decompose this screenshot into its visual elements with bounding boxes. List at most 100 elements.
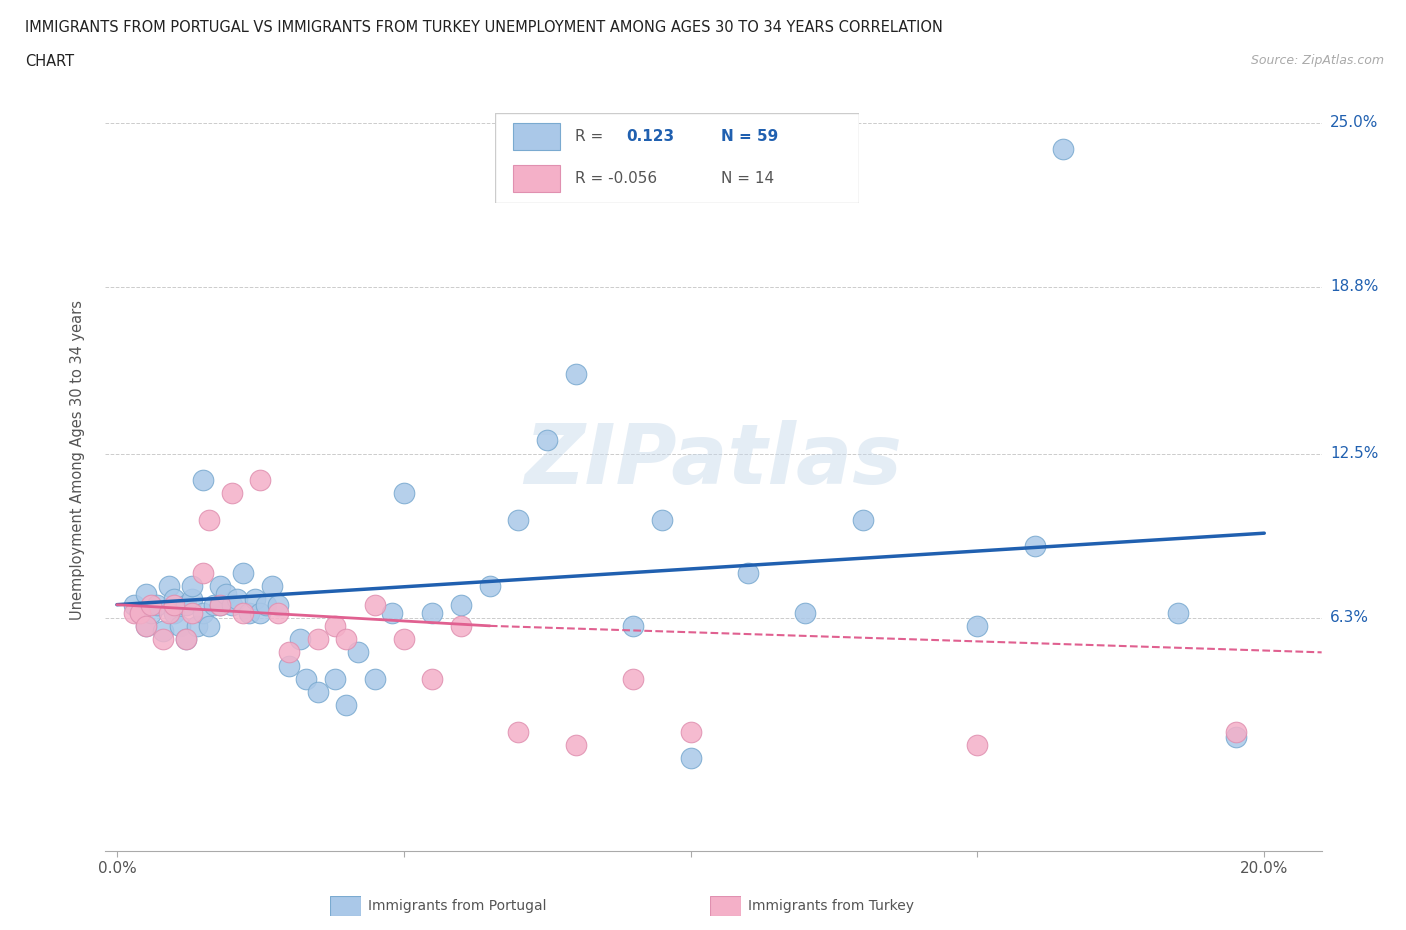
Point bbox=[209, 597, 232, 612]
Point bbox=[536, 433, 558, 448]
Point bbox=[180, 591, 202, 606]
Point bbox=[364, 597, 387, 612]
Point bbox=[128, 605, 150, 620]
Y-axis label: Unemployment Among Ages 30 to 34 years: Unemployment Among Ages 30 to 34 years bbox=[70, 300, 84, 620]
Point bbox=[122, 597, 145, 612]
Point bbox=[163, 605, 186, 620]
Point bbox=[249, 605, 271, 620]
Point bbox=[737, 565, 759, 580]
Point bbox=[174, 631, 197, 646]
Point bbox=[243, 591, 266, 606]
Point bbox=[266, 605, 288, 620]
Point bbox=[508, 724, 530, 739]
Point bbox=[163, 591, 186, 606]
Point bbox=[169, 618, 191, 633]
Point bbox=[347, 644, 370, 659]
Text: 6.3%: 6.3% bbox=[1330, 610, 1369, 625]
Point bbox=[152, 631, 174, 646]
Point bbox=[191, 565, 214, 580]
Text: CHART: CHART bbox=[25, 54, 75, 69]
Point bbox=[266, 597, 288, 612]
Point bbox=[141, 597, 163, 612]
Point bbox=[508, 512, 530, 527]
Point bbox=[191, 605, 214, 620]
Point bbox=[450, 597, 472, 612]
Point bbox=[254, 597, 277, 612]
Point bbox=[307, 684, 329, 699]
Point bbox=[565, 737, 588, 752]
Point bbox=[621, 671, 644, 686]
Point bbox=[565, 366, 588, 381]
Point bbox=[209, 597, 232, 612]
Text: Source: ZipAtlas.com: Source: ZipAtlas.com bbox=[1250, 54, 1384, 67]
Point bbox=[392, 631, 415, 646]
Point bbox=[197, 618, 219, 633]
Point bbox=[141, 605, 163, 620]
Point bbox=[157, 578, 180, 593]
Point bbox=[392, 486, 415, 501]
Point bbox=[1225, 730, 1247, 745]
Point bbox=[323, 618, 346, 633]
Point bbox=[1225, 724, 1247, 739]
Point bbox=[163, 597, 186, 612]
Point bbox=[323, 671, 346, 686]
Point bbox=[679, 724, 702, 739]
Point bbox=[335, 631, 357, 646]
Point bbox=[1052, 141, 1074, 156]
FancyBboxPatch shape bbox=[495, 113, 859, 203]
Point bbox=[135, 618, 157, 633]
Point bbox=[651, 512, 673, 527]
Point bbox=[679, 751, 702, 765]
Point bbox=[335, 698, 357, 712]
Point bbox=[249, 472, 271, 487]
Point bbox=[307, 631, 329, 646]
Point bbox=[174, 631, 197, 646]
Point bbox=[122, 605, 145, 620]
Text: N = 14: N = 14 bbox=[721, 171, 773, 186]
Text: ZIPatlas: ZIPatlas bbox=[524, 419, 903, 501]
Text: 25.0%: 25.0% bbox=[1330, 115, 1378, 130]
Point bbox=[128, 605, 150, 620]
Point bbox=[204, 597, 226, 612]
Point bbox=[215, 587, 238, 602]
Point bbox=[191, 472, 214, 487]
Point bbox=[852, 512, 875, 527]
Point bbox=[621, 618, 644, 633]
Point bbox=[422, 671, 444, 686]
Point bbox=[232, 605, 254, 620]
Point bbox=[197, 512, 219, 527]
Point bbox=[209, 578, 232, 593]
Point bbox=[381, 605, 404, 620]
Point bbox=[174, 597, 197, 612]
Point bbox=[1024, 539, 1046, 554]
Point bbox=[226, 591, 249, 606]
Point bbox=[232, 565, 254, 580]
Point bbox=[364, 671, 387, 686]
Text: IMMIGRANTS FROM PORTUGAL VS IMMIGRANTS FROM TURKEY UNEMPLOYMENT AMONG AGES 30 TO: IMMIGRANTS FROM PORTUGAL VS IMMIGRANTS F… bbox=[25, 20, 943, 35]
Bar bbox=[513, 124, 561, 151]
Point bbox=[478, 578, 501, 593]
Point bbox=[966, 618, 988, 633]
Point bbox=[295, 671, 318, 686]
Text: 0.123: 0.123 bbox=[626, 129, 673, 144]
Text: R =: R = bbox=[575, 129, 603, 144]
Point bbox=[186, 618, 208, 633]
Point bbox=[1167, 605, 1189, 620]
Point bbox=[794, 605, 817, 620]
Bar bbox=[513, 165, 561, 192]
Point bbox=[450, 618, 472, 633]
Text: R = -0.056: R = -0.056 bbox=[575, 171, 657, 186]
Point bbox=[146, 597, 169, 612]
Point bbox=[180, 578, 202, 593]
Point bbox=[278, 658, 301, 673]
Point bbox=[135, 618, 157, 633]
Point bbox=[157, 605, 180, 620]
Point bbox=[260, 578, 283, 593]
Point bbox=[278, 644, 301, 659]
Text: N = 59: N = 59 bbox=[721, 129, 778, 144]
Point bbox=[238, 605, 260, 620]
Point bbox=[221, 597, 243, 612]
Text: 12.5%: 12.5% bbox=[1330, 446, 1378, 461]
Text: Immigrants from Turkey: Immigrants from Turkey bbox=[748, 898, 914, 913]
Text: 18.8%: 18.8% bbox=[1330, 279, 1378, 295]
